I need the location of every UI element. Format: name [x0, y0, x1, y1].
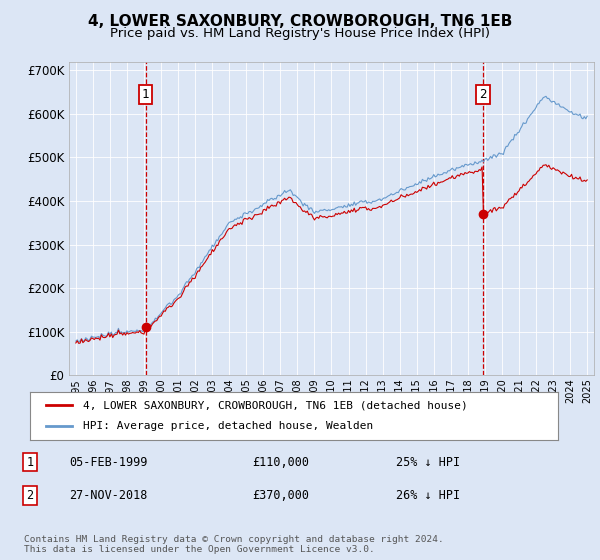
Text: Price paid vs. HM Land Registry's House Price Index (HPI): Price paid vs. HM Land Registry's House …	[110, 27, 490, 40]
Text: HPI: Average price, detached house, Wealden: HPI: Average price, detached house, Weal…	[83, 421, 373, 431]
Text: 05-FEB-1999: 05-FEB-1999	[69, 455, 148, 469]
Text: Contains HM Land Registry data © Crown copyright and database right 2024.
This d: Contains HM Land Registry data © Crown c…	[24, 535, 444, 554]
Text: 25% ↓ HPI: 25% ↓ HPI	[396, 455, 460, 469]
Text: 4, LOWER SAXONBURY, CROWBOROUGH, TN6 1EB: 4, LOWER SAXONBURY, CROWBOROUGH, TN6 1EB	[88, 14, 512, 29]
Text: 4, LOWER SAXONBURY, CROWBOROUGH, TN6 1EB (detached house): 4, LOWER SAXONBURY, CROWBOROUGH, TN6 1EB…	[83, 400, 467, 410]
Text: £370,000: £370,000	[252, 489, 309, 502]
Text: 1: 1	[26, 455, 34, 469]
Text: £110,000: £110,000	[252, 455, 309, 469]
Text: 2: 2	[26, 489, 34, 502]
Text: 27-NOV-2018: 27-NOV-2018	[69, 489, 148, 502]
Text: 2: 2	[479, 88, 487, 101]
Text: 1: 1	[142, 88, 149, 101]
Text: 26% ↓ HPI: 26% ↓ HPI	[396, 489, 460, 502]
